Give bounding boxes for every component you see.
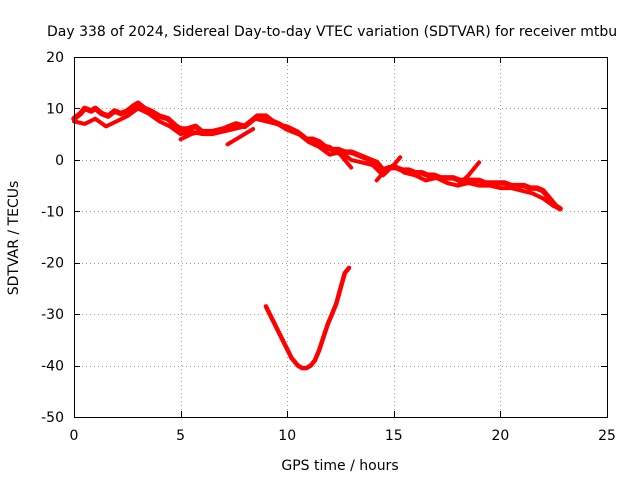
x-tick-label: 5 bbox=[176, 428, 185, 444]
y-tick-label: -40 bbox=[41, 359, 64, 375]
grid bbox=[74, 57, 607, 417]
y-tick-label: -20 bbox=[41, 256, 64, 272]
y-tick-label: 0 bbox=[55, 153, 64, 169]
y-tick-label: -30 bbox=[41, 307, 64, 323]
y-tick-label: 10 bbox=[46, 101, 64, 117]
y-tick-label: -50 bbox=[41, 410, 64, 426]
series-short-segment bbox=[178, 129, 204, 142]
x-tick-label: 0 bbox=[70, 428, 79, 444]
series-short-segment bbox=[374, 155, 403, 183]
series-scatter-band bbox=[72, 106, 556, 209]
y-tick-label: -10 bbox=[41, 204, 64, 220]
x-axis-label: GPS time / hours bbox=[281, 458, 398, 474]
axis-ticks bbox=[74, 57, 608, 418]
series-main-line bbox=[71, 100, 563, 212]
x-tick-labels: 0 5 10 15 20 25 bbox=[70, 428, 616, 444]
y-tick-labels: -50 -40 -30 -20 -10 0 10 20 bbox=[41, 50, 64, 426]
series-layer bbox=[71, 100, 563, 371]
series-short-segment bbox=[225, 127, 256, 147]
series-short-segment bbox=[317, 142, 354, 170]
plot-frame bbox=[74, 57, 608, 418]
y-axis-label: SDTVAR / TECUs bbox=[6, 181, 22, 296]
x-tick-label: 25 bbox=[598, 428, 616, 444]
series-short-segment bbox=[455, 160, 482, 188]
x-tick-label: 10 bbox=[278, 428, 296, 444]
x-tick-label: 20 bbox=[491, 428, 509, 444]
x-tick-label: 15 bbox=[385, 428, 403, 444]
y-tick-label: 20 bbox=[46, 50, 64, 66]
series-dip-line bbox=[263, 265, 352, 371]
chart-title: Day 338 of 2024, Sidereal Day-to-day VTE… bbox=[47, 24, 617, 40]
